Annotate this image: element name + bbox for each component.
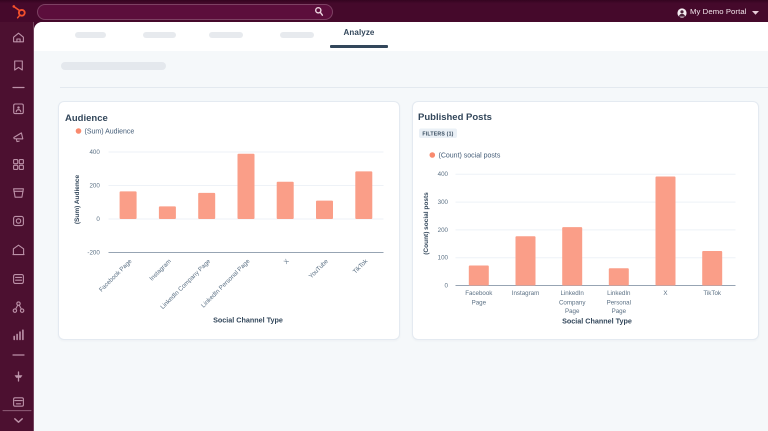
svg-text:LinkedIn: LinkedIn (560, 290, 584, 297)
svg-text:0: 0 (444, 282, 448, 289)
svg-text:Audience: Audience (65, 113, 108, 124)
svg-text:X: X (282, 257, 290, 265)
svg-text:Facebook Page: Facebook Page (97, 257, 133, 293)
svg-text:Page: Page (611, 308, 626, 315)
svg-text:TikTok: TikTok (351, 257, 369, 275)
svg-text:Page: Page (471, 299, 486, 306)
svg-text:Instagram: Instagram (148, 257, 172, 281)
svg-text:Social Channel Type: Social Channel Type (213, 315, 283, 324)
svg-text:-200: -200 (87, 249, 100, 256)
svg-text:400: 400 (437, 171, 448, 178)
svg-text:FILTERS (1): FILTERS (1) (422, 131, 453, 137)
svg-text:Instagram: Instagram (511, 290, 539, 297)
svg-text:(Sum) Audience: (Sum) Audience (74, 174, 81, 224)
svg-text:LinkedIn: LinkedIn (607, 290, 631, 297)
svg-text:Facebook: Facebook (465, 290, 493, 297)
svg-text:Published Posts: Published Posts (418, 112, 492, 123)
svg-text:200: 200 (89, 182, 100, 189)
svg-text:Page: Page (564, 308, 579, 315)
svg-text:(Count) social posts: (Count) social posts (438, 152, 500, 159)
svg-text:100: 100 (437, 254, 448, 261)
svg-text:0: 0 (96, 216, 100, 223)
svg-text:(Sum) Audience: (Sum) Audience (84, 128, 134, 135)
svg-text:400: 400 (89, 149, 100, 156)
svg-text:TikTok: TikTok (703, 290, 722, 297)
svg-text:Social Channel Type: Social Channel Type (562, 316, 632, 325)
svg-text:YouTube: YouTube (307, 257, 330, 280)
svg-text:200: 200 (437, 226, 448, 233)
svg-text:Company: Company (558, 299, 585, 306)
svg-text:(Count) social posts: (Count) social posts (423, 191, 430, 254)
svg-text:Personal: Personal (606, 299, 630, 306)
svg-text:X: X (663, 290, 667, 297)
svg-text:300: 300 (437, 199, 448, 206)
